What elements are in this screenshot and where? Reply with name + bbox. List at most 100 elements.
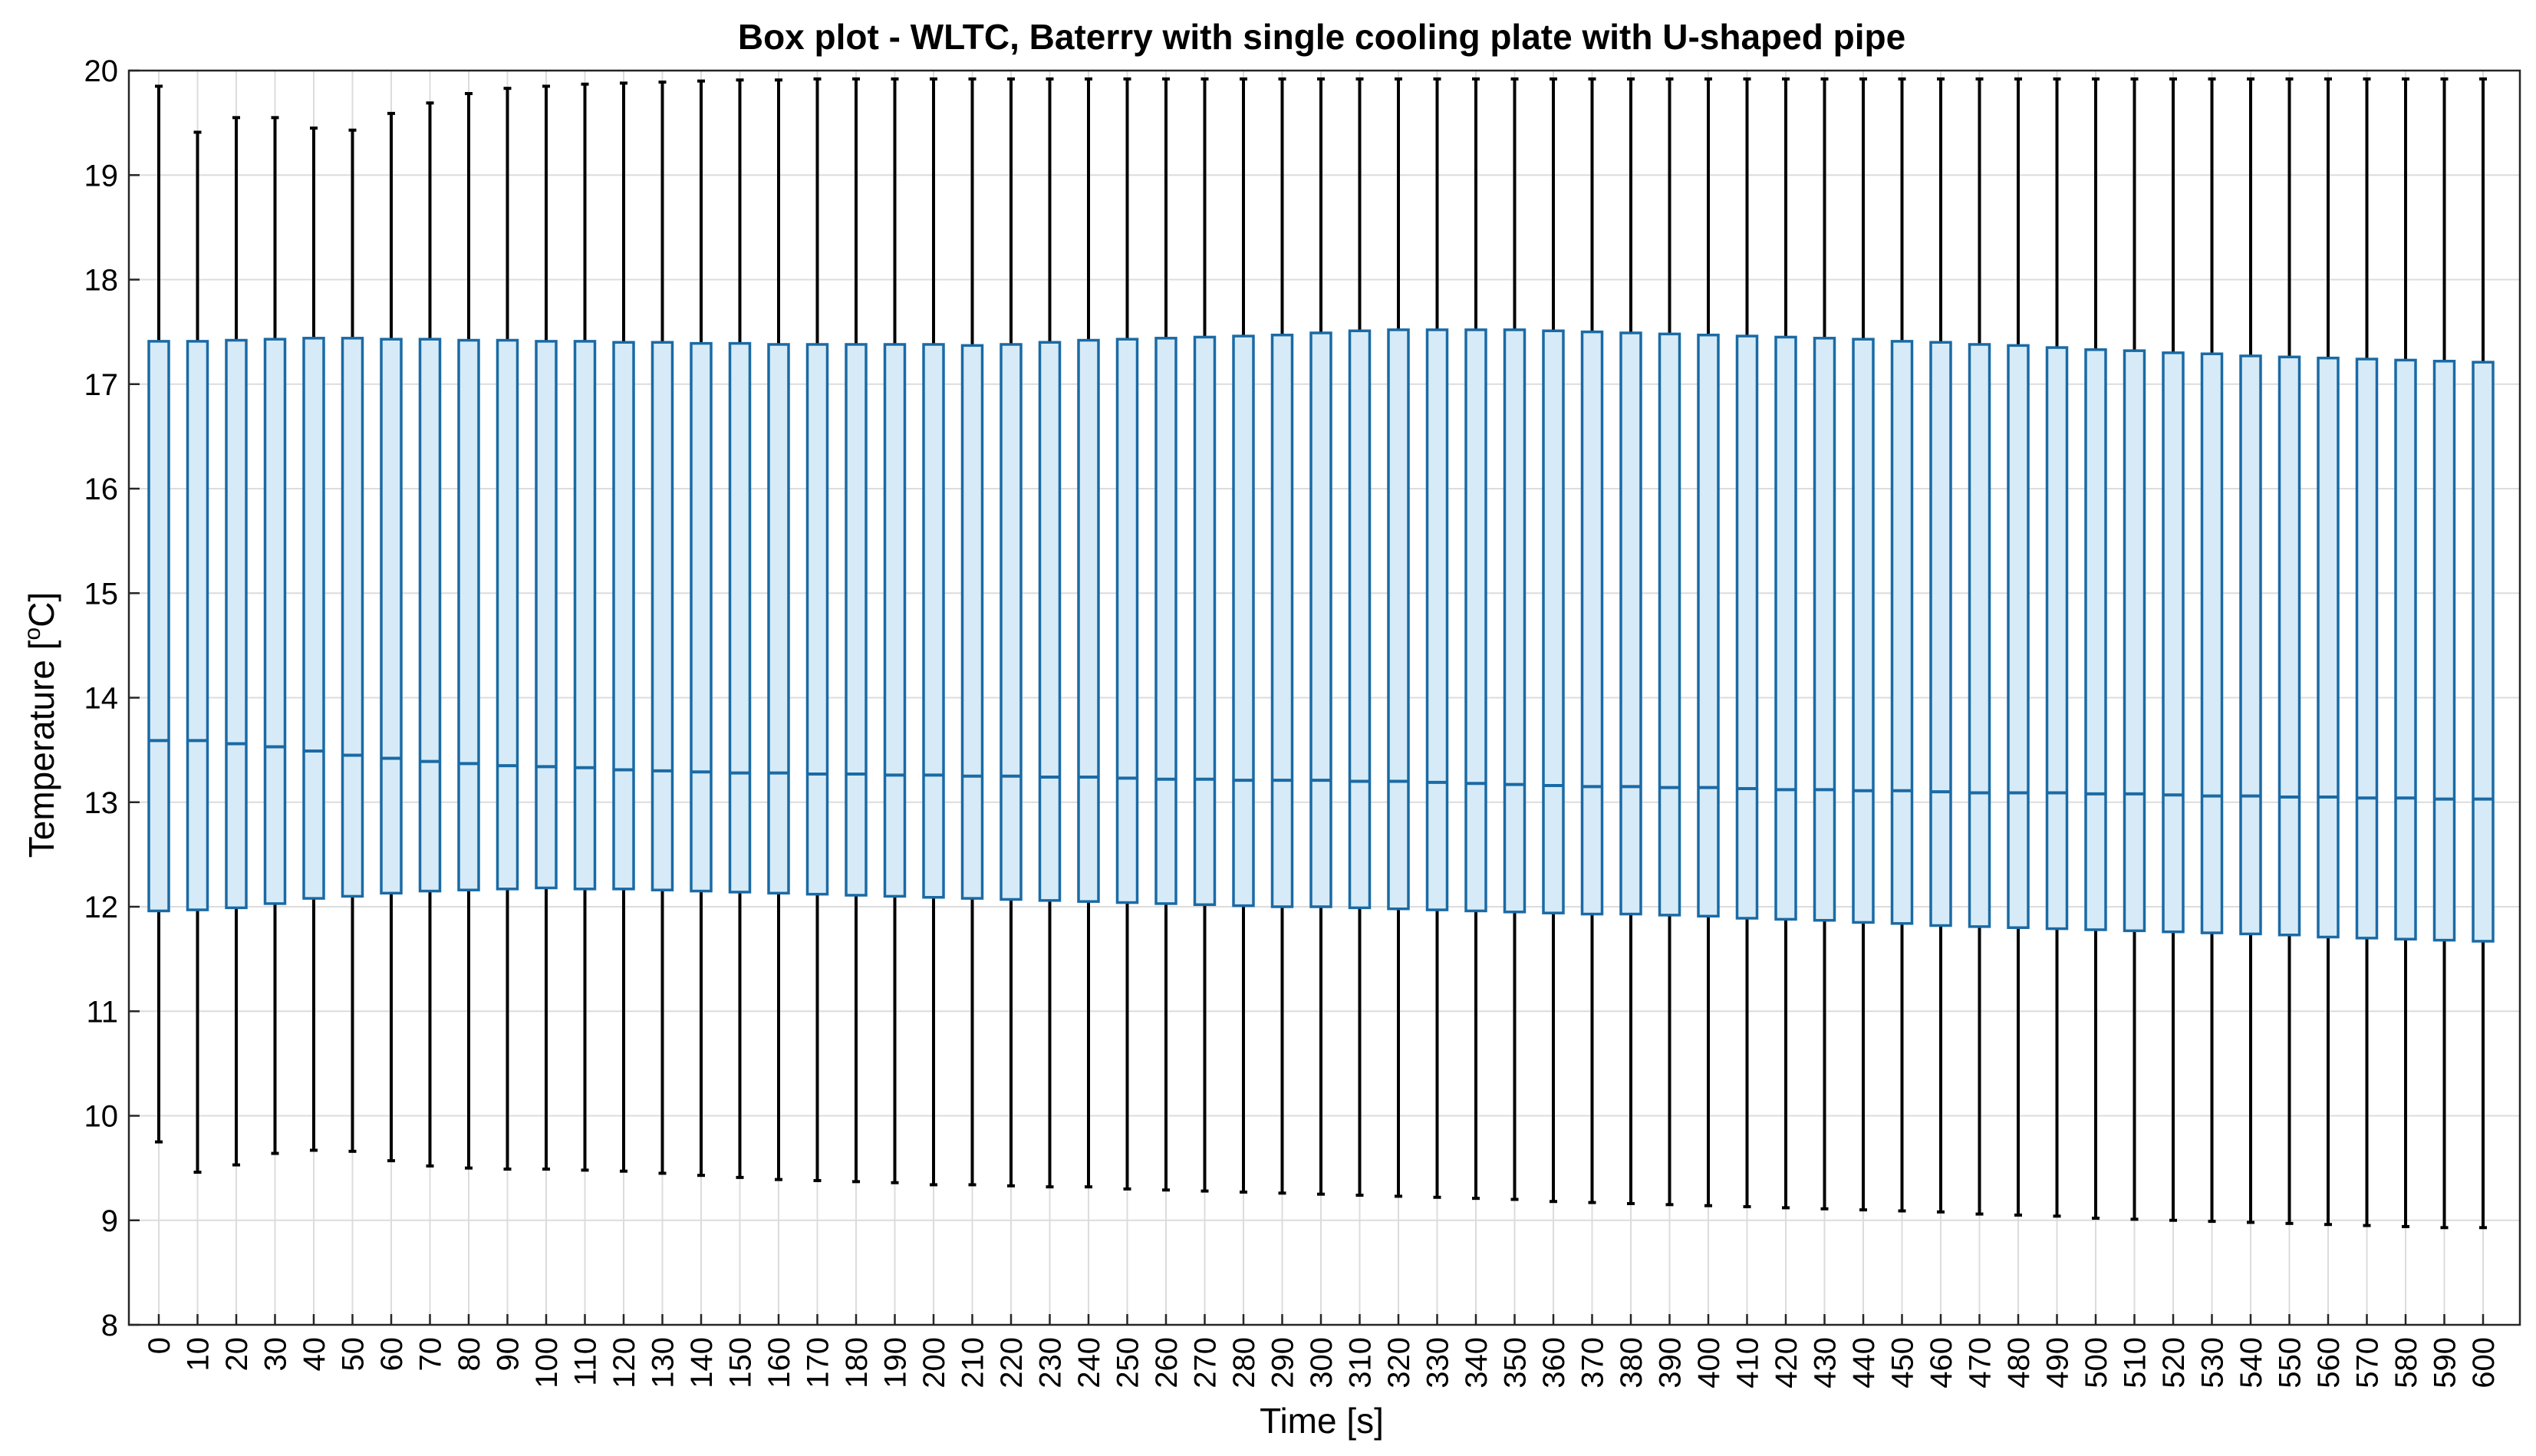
x-tick-label: 570 [2351, 1337, 2385, 1388]
box-520 [2162, 351, 2185, 934]
x-axis-label: Time [s] [1260, 1401, 1384, 1441]
x-tick-label: 310 [1344, 1337, 1378, 1388]
box-150 [728, 341, 752, 894]
x-tick-label: 110 [569, 1337, 603, 1386]
box-10 [186, 340, 209, 911]
box-600 [2472, 361, 2495, 943]
box-540 [2239, 354, 2262, 936]
box-260 [1154, 337, 1177, 905]
y-tick-label: 11 [86, 995, 118, 1029]
x-tick-label: 390 [1654, 1337, 1688, 1388]
x-tick-label: 80 [453, 1337, 486, 1372]
box-280 [1232, 334, 1255, 908]
x-tick-label: 90 [492, 1337, 525, 1372]
y-tick-label: 13 [84, 786, 119, 820]
box-330 [1425, 328, 1449, 911]
x-tick-label: 360 [1537, 1337, 1571, 1388]
box-100 [535, 340, 558, 890]
box-180 [845, 343, 868, 897]
box-430 [1813, 337, 1836, 922]
box-500 [2084, 348, 2107, 931]
y-axis-label-main: Temperature [ [21, 640, 61, 858]
box-490 [2045, 346, 2069, 931]
x-tick-label: 50 [337, 1337, 371, 1372]
x-tick-label: 70 [414, 1337, 448, 1372]
box-30 [263, 338, 287, 905]
y-tick-label: 17 [84, 368, 119, 402]
box-270 [1193, 335, 1217, 907]
box-340 [1464, 328, 1487, 913]
y-tick-label: 9 [101, 1204, 118, 1238]
y-tick-label: 20 [84, 54, 119, 88]
x-tick-label: 230 [1034, 1337, 1068, 1388]
box-440 [1852, 338, 1875, 924]
x-tick-label: 590 [2429, 1337, 2462, 1388]
box-420 [1774, 335, 1797, 921]
x-tick-label: 60 [375, 1337, 409, 1372]
x-tick-label: 250 [1112, 1337, 1145, 1388]
box-240 [1077, 338, 1100, 903]
x-tick-label: 470 [1964, 1337, 1998, 1388]
axis-layer [127, 69, 2521, 1326]
box-190 [883, 343, 907, 898]
box-90 [496, 338, 519, 891]
box-40 [302, 337, 325, 900]
x-tick-label: 30 [259, 1337, 293, 1372]
x-tick-label: 0 [143, 1337, 176, 1354]
y-tick-labels: 8 9 10 11 12 13 14 15 16 17 18 19 20 [84, 54, 119, 1342]
box-580 [2394, 358, 2417, 940]
x-tick-label: 430 [1809, 1337, 1843, 1388]
box-450 [1890, 340, 1914, 925]
box-400 [1697, 333, 1720, 918]
x-tick-label: 520 [2157, 1337, 2191, 1388]
x-tick-label: 340 [1460, 1337, 1494, 1388]
y-tick-label: 8 [101, 1309, 118, 1342]
box-480 [2007, 344, 2030, 929]
box-590 [2432, 360, 2456, 942]
box-220 [1000, 343, 1023, 901]
box-130 [650, 341, 674, 891]
box-210 [960, 344, 984, 900]
y-axis-label-unit: C] [21, 592, 61, 628]
x-tick-label: 410 [1731, 1337, 1765, 1388]
y-axis-label: Temperature [oC] [20, 592, 61, 858]
x-tick-label: 550 [2274, 1337, 2307, 1388]
box-560 [2317, 356, 2340, 939]
x-tick-label: 150 [724, 1337, 758, 1388]
box-50 [341, 337, 364, 898]
box-320 [1387, 328, 1410, 911]
box-310 [1348, 329, 1372, 910]
x-tick-label: 370 [1576, 1337, 1610, 1388]
box-110 [573, 340, 597, 891]
x-tick-label: 180 [840, 1337, 874, 1388]
box-290 [1270, 333, 1294, 908]
x-tick-label: 40 [298, 1337, 331, 1372]
x-tick-label: 380 [1615, 1337, 1648, 1388]
box-250 [1115, 338, 1139, 904]
box-530 [2200, 352, 2224, 934]
x-tick-label: 530 [2196, 1337, 2230, 1388]
x-tick-label: 280 [1227, 1337, 1261, 1388]
x-tick-label: 580 [2389, 1337, 2423, 1388]
y-tick-label: 15 [84, 577, 119, 611]
box-140 [690, 341, 713, 893]
y-tick-label: 19 [84, 159, 119, 193]
box-layer [147, 328, 2495, 943]
x-tick-label: 130 [647, 1337, 680, 1388]
box-360 [1542, 329, 1565, 914]
x-tick-label: 480 [2002, 1337, 2036, 1388]
x-tick-label: 240 [1072, 1337, 1106, 1388]
x-tick-label: 20 [220, 1337, 254, 1372]
y-tick-label: 14 [84, 682, 119, 716]
x-tick-label: 560 [2312, 1337, 2346, 1388]
x-tick-label: 600 [2467, 1337, 2501, 1388]
x-tick-label: 160 [762, 1337, 796, 1388]
x-tick-label: 190 [879, 1337, 913, 1388]
box-60 [380, 338, 403, 895]
x-tick-label: 140 [685, 1337, 719, 1388]
box-170 [805, 343, 829, 896]
chart-title: Box plot - WLTC, Baterry with single coo… [738, 17, 1905, 57]
x-tick-label: 400 [1692, 1337, 1726, 1388]
x-tick-label: 170 [802, 1337, 835, 1388]
